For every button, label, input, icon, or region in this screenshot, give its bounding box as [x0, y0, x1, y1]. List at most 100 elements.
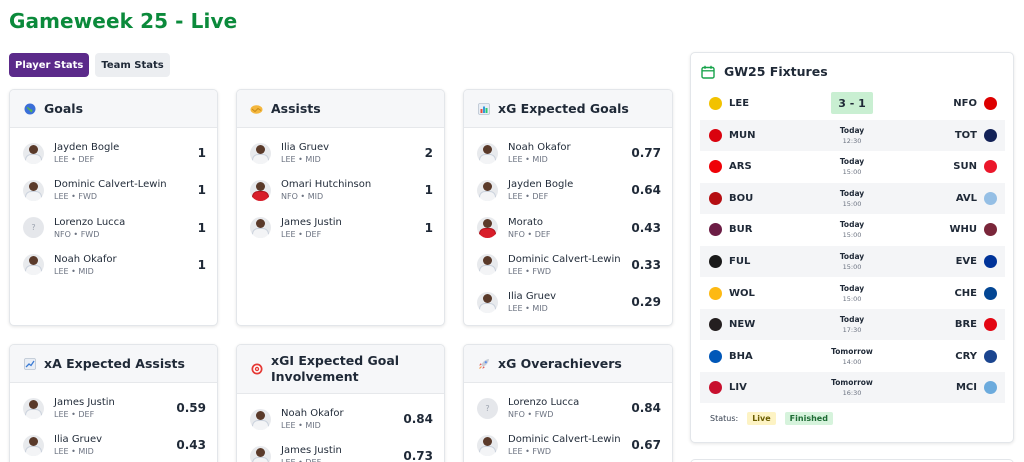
player-row[interactable]: Dominic Calvert-Lewin LEE • FWD 0.33 [476, 250, 661, 280]
away-team: AVL [955, 191, 997, 205]
player-row[interactable]: ? Lorenzo Lucca NFO • FWD 0.84 [476, 393, 661, 423]
away-crest-icon [984, 128, 997, 142]
player-row[interactable]: Noah Okafor LEE • MID 1 [22, 250, 206, 280]
player-row[interactable]: Jayden Bogle LEE • DEF 1 [22, 138, 206, 168]
player-position: DEF [532, 192, 549, 202]
stat-value: 0.43 [176, 438, 206, 453]
player-row[interactable]: Ilia Gruev LEE • MID 0.29 [476, 287, 661, 317]
fixture-row[interactable]: MUN Today 12:30 TOT [700, 119, 1005, 151]
away-crest-icon [984, 255, 997, 268]
player-position: FWD [80, 229, 100, 239]
away-team-code: AVL [955, 192, 977, 204]
player-position: MID [307, 192, 324, 202]
card-header: xG Overachievers [464, 345, 672, 383]
player-team: LEE [508, 192, 523, 202]
kickoff-info: Today 15:00 [812, 219, 892, 240]
fixture-row[interactable]: NEW Today 17:30 BRE [700, 309, 1005, 341]
player-row[interactable]: Dominic Calvert-Lewin LEE • FWD 0.67 [476, 430, 661, 460]
player-row[interactable]: Omari Hutchinson NFO • MID 1 [249, 175, 433, 205]
away-team-code: BRE [954, 319, 977, 331]
away-crest-icon [984, 97, 997, 110]
stat-value: 0.43 [631, 220, 661, 235]
away-team-code: WHU [949, 224, 977, 236]
kickoff-day: Today [839, 157, 865, 167]
fixture-row[interactable]: BOU Today 15:00 AVL [700, 182, 1005, 214]
kickoff-time: 12:30 [842, 136, 862, 145]
player-meta: NFO • DEF [508, 229, 631, 240]
away-team: CRY [955, 349, 997, 363]
tab-player-stats[interactable]: Player Stats [9, 53, 90, 77]
player-meta: LEE • DEF [508, 191, 631, 202]
meta-separator: • [524, 229, 535, 239]
player-name: Noah Okafor [54, 253, 117, 265]
handshake-icon [250, 102, 263, 115]
player-row[interactable]: Noah Okafor LEE • MID 0.77 [476, 138, 661, 168]
player-position: FWD [78, 192, 98, 202]
player-team: LEE [508, 304, 523, 314]
stat-value: 1 [424, 183, 433, 198]
player-team: NFO [508, 229, 525, 239]
player-avatar [477, 434, 498, 456]
player-meta: LEE • MID [54, 266, 198, 277]
bar-chart-icon [477, 102, 490, 115]
player-team: LEE [54, 410, 69, 419]
stat-card: xA Expected Assists James Justin LEE • DEF… [9, 344, 218, 462]
home-team: LIV [709, 381, 747, 395]
away-team: WHU [949, 223, 997, 237]
player-team: LEE [54, 192, 69, 202]
away-crest-icon [984, 160, 997, 174]
meta-separator: • [297, 192, 308, 202]
player-row[interactable]: Noah Okafor LEE • MID 0.84 [249, 404, 433, 434]
home-team: WOL [709, 286, 755, 300]
fixture-row[interactable]: LEE 3 - 1 NFO [700, 88, 1005, 119]
fixture-row[interactable]: WOL Today 15:00 CHE [700, 278, 1005, 309]
kickoff-info: Today 17:30 [812, 314, 892, 335]
fixture-row[interactable]: FUL Today 15:00 EVE [700, 246, 1005, 277]
player-row[interactable]: Morato NFO • DEF 0.43 [476, 213, 661, 243]
kickoff-time: 15:00 [842, 199, 862, 208]
player-row[interactable]: Ilia Gruev LEE • MID 2 [249, 138, 433, 168]
player-meta: LEE • MID [54, 446, 176, 457]
stat-card: xGI Expected Goal Involvement Noah Okafor… [236, 344, 445, 462]
player-row[interactable]: Dominic Calvert-Lewin LEE • FWD 1 [22, 175, 206, 205]
fixture-row[interactable]: BUR Today 15:00 WHU [700, 214, 1005, 245]
card-header: xA Expected Assists [10, 345, 217, 383]
player-name: Morato [508, 216, 544, 228]
stat-value: 0.84 [631, 401, 661, 415]
fixture-row[interactable]: ARS Today 15:00 SUN [700, 151, 1005, 182]
player-position: DEF [305, 229, 322, 239]
player-avatar [477, 291, 498, 313]
player-avatar [250, 179, 271, 201]
away-team-code: CHE [954, 287, 977, 299]
away-crest-icon [984, 381, 997, 395]
player-position: DEF [534, 229, 551, 239]
player-row[interactable]: Ilia Gruev LEE • MID 0.43 [22, 430, 206, 460]
player-name: Jayden Bogle [54, 142, 120, 153]
home-crest-icon [709, 255, 722, 268]
card-title: xA Expected Assists [44, 355, 185, 371]
player-avatar [23, 254, 44, 276]
player-row[interactable]: ? Lorenzo Lucca NFO • FWD 1 [22, 213, 206, 243]
player-position: DEF [78, 155, 95, 164]
player-name: James Justin [281, 216, 342, 228]
meta-separator: • [522, 155, 533, 164]
player-row[interactable]: Jayden Bogle LEE • DEF 0.64 [476, 175, 661, 205]
fixtures-title: GW25 Fixtures [724, 64, 828, 79]
player-name: Ilia Gruev [508, 291, 557, 303]
away-team: MCI [956, 381, 997, 395]
player-row[interactable]: James Justin LEE • DEF 0.59 [22, 393, 206, 423]
tab-team-stats[interactable]: Team Stats [95, 53, 170, 77]
fixture-row[interactable]: LIV Tomorrow 16:30 MCI [700, 372, 1005, 404]
home-team: BHA [709, 349, 753, 363]
home-crest-icon [709, 128, 722, 142]
kickoff-day: Today [839, 283, 865, 293]
stat-value: 1 [197, 146, 206, 160]
stat-value: 0.77 [631, 146, 661, 160]
player-row[interactable]: James Justin LEE • DEF 1 [249, 213, 433, 243]
fixture-row[interactable]: BHA Tomorrow 14:00 CRY [700, 341, 1005, 372]
home-crest-icon [709, 223, 722, 237]
player-meta: NFO • MID [281, 191, 425, 202]
home-team-code: BOU [729, 192, 754, 204]
kickoff-info: Today 12:30 [812, 125, 892, 146]
